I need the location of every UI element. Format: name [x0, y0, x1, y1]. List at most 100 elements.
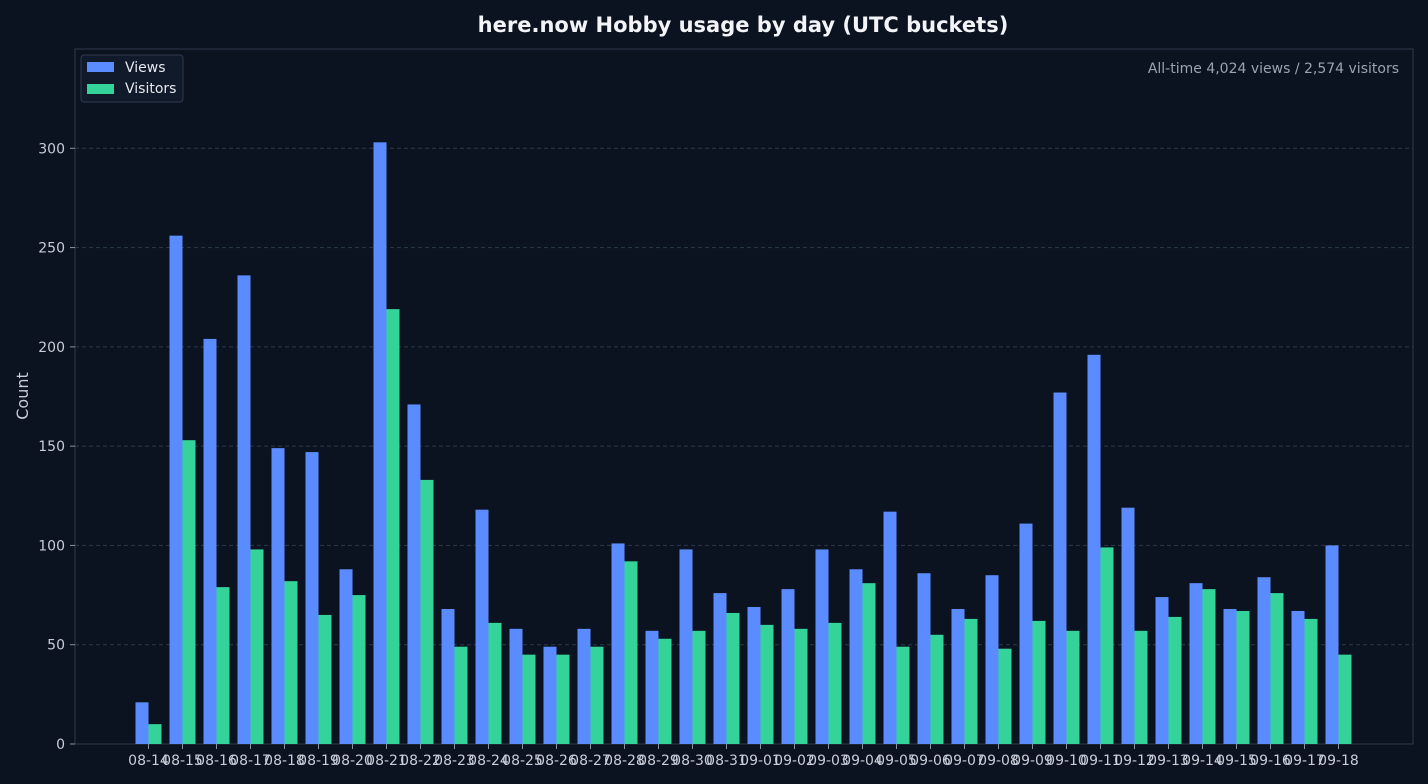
bar-views-08-27: [577, 628, 591, 744]
bar-visitors-09-12: [1134, 630, 1148, 744]
bar-visitors-09-04: [862, 583, 876, 744]
bar-visitors-08-20: [352, 595, 366, 744]
bar-visitors-08-25: [522, 654, 536, 744]
bar-views-09-03: [815, 549, 829, 744]
x-tick-label: 09-06: [910, 753, 951, 769]
bar-visitors-08-17: [250, 549, 264, 744]
bar-views-08-16: [203, 338, 217, 744]
bar-visitors-08-31: [726, 612, 740, 744]
bar-visitors-09-18: [1338, 654, 1352, 744]
bar-visitors-09-10: [1066, 630, 1080, 744]
x-tick-label: 09-11: [1080, 753, 1121, 769]
bar-visitors-09-07: [964, 618, 978, 744]
bar-views-08-29: [645, 630, 659, 744]
bar-views-09-02: [781, 589, 795, 744]
x-tick-label: 09-09: [1012, 753, 1053, 769]
bar-visitors-09-08: [998, 648, 1012, 744]
bar-visitors-09-01: [760, 624, 774, 744]
bar-visitors-09-16: [1270, 593, 1284, 744]
bar-visitors-08-21: [386, 309, 400, 744]
bar-views-08-26: [543, 646, 557, 744]
bars: [135, 142, 1352, 745]
x-tick-label: 08-26: [536, 753, 577, 769]
bar-views-08-19: [305, 452, 319, 744]
x-tick-label: 08-30: [672, 753, 713, 769]
chart-title: here.now Hobby usage by day (UTC buckets…: [478, 13, 1009, 37]
bar-visitors-08-29: [658, 638, 672, 744]
bar-views-09-13: [1155, 597, 1169, 744]
bar-views-09-15: [1223, 608, 1237, 744]
bar-visitors-08-14: [148, 724, 162, 744]
bar-views-08-15: [169, 235, 183, 744]
bar-views-08-23: [441, 608, 455, 744]
bar-views-08-25: [509, 628, 523, 744]
bar-visitors-09-15: [1236, 610, 1250, 744]
bar-views-08-14: [135, 702, 149, 744]
y-tick-label: 300: [38, 141, 65, 157]
y-tick-label: 250: [38, 241, 65, 257]
x-tick-label: 09-02: [774, 753, 815, 769]
bar-visitors-08-27: [590, 646, 604, 744]
x-tick-label: 09-04: [842, 753, 883, 769]
x-tick-label: 08-14: [128, 753, 169, 769]
bar-visitors-08-28: [624, 561, 638, 744]
bar-visitors-08-23: [454, 646, 468, 744]
x-tick-label: 09-14: [1182, 753, 1223, 769]
bar-views-08-17: [237, 275, 251, 744]
bar-views-08-20: [339, 569, 353, 744]
bar-views-09-09: [1019, 523, 1033, 744]
bar-visitors-08-24: [488, 622, 502, 744]
x-tick-label: 08-15: [162, 753, 203, 769]
bar-views-08-24: [475, 509, 489, 744]
legend-swatch-visitors: [87, 84, 114, 94]
x-tick-label: 08-19: [298, 753, 339, 769]
bar-views-09-05: [883, 511, 897, 744]
legend: Views Visitors: [80, 54, 184, 103]
bar-views-09-11: [1087, 354, 1101, 744]
bar-views-08-28: [611, 543, 625, 744]
plot-area: [74, 48, 1414, 745]
x-tick-label: 09-18: [1318, 753, 1359, 769]
bar-visitors-09-17: [1304, 618, 1318, 744]
bar-views-09-04: [849, 569, 863, 744]
bar-views-09-12: [1121, 507, 1135, 744]
bar-views-08-22: [407, 404, 421, 744]
x-tick-label: 08-17: [230, 753, 271, 769]
bar-visitors-08-16: [216, 587, 230, 744]
x-tick-label: 08-21: [366, 753, 407, 769]
bar-visitors-09-14: [1202, 589, 1216, 744]
legend-swatch-views: [87, 62, 114, 72]
bar-visitors-08-19: [318, 614, 332, 744]
bar-visitors-08-30: [692, 630, 706, 744]
bar-visitors-09-09: [1032, 620, 1046, 744]
x-tick-label: 09-08: [978, 753, 1019, 769]
y-ticks: 0 50 100 150 200 250 300: [38, 141, 75, 753]
x-tick-label: 08-31: [706, 753, 747, 769]
x-tick-label: 08-28: [604, 753, 645, 769]
x-ticks: 08-1408-1508-1608-1708-1808-1908-2008-21…: [128, 744, 1359, 769]
x-tick-label: 08-22: [400, 753, 441, 769]
x-tick-label: 09-05: [876, 753, 917, 769]
bar-visitors-09-06: [930, 634, 944, 744]
bar-views-08-21: [373, 142, 387, 745]
bar-views-09-08: [985, 575, 999, 744]
x-tick-label: 08-16: [196, 753, 237, 769]
bar-visitors-08-22: [420, 479, 434, 744]
x-tick-label: 09-13: [1148, 753, 1189, 769]
x-tick-label: 08-24: [468, 753, 509, 769]
all-time-annotation: All-time 4,024 views / 2,574 visitors: [1148, 61, 1399, 77]
bar-views-09-01: [747, 606, 761, 744]
bar-views-08-18: [271, 448, 285, 744]
x-tick-label: 09-12: [1114, 753, 1155, 769]
x-tick-label: 09-16: [1250, 753, 1291, 769]
y-tick-label: 200: [38, 340, 65, 356]
x-tick-label: 09-17: [1284, 753, 1325, 769]
bar-views-08-31: [713, 593, 727, 744]
bar-views-09-10: [1053, 392, 1067, 744]
x-tick-label: 09-03: [808, 753, 849, 769]
y-axis-label: Count: [13, 372, 32, 420]
y-tick-label: 0: [56, 737, 65, 753]
bar-visitors-09-11: [1100, 547, 1114, 744]
x-tick-label: 09-01: [740, 753, 781, 769]
